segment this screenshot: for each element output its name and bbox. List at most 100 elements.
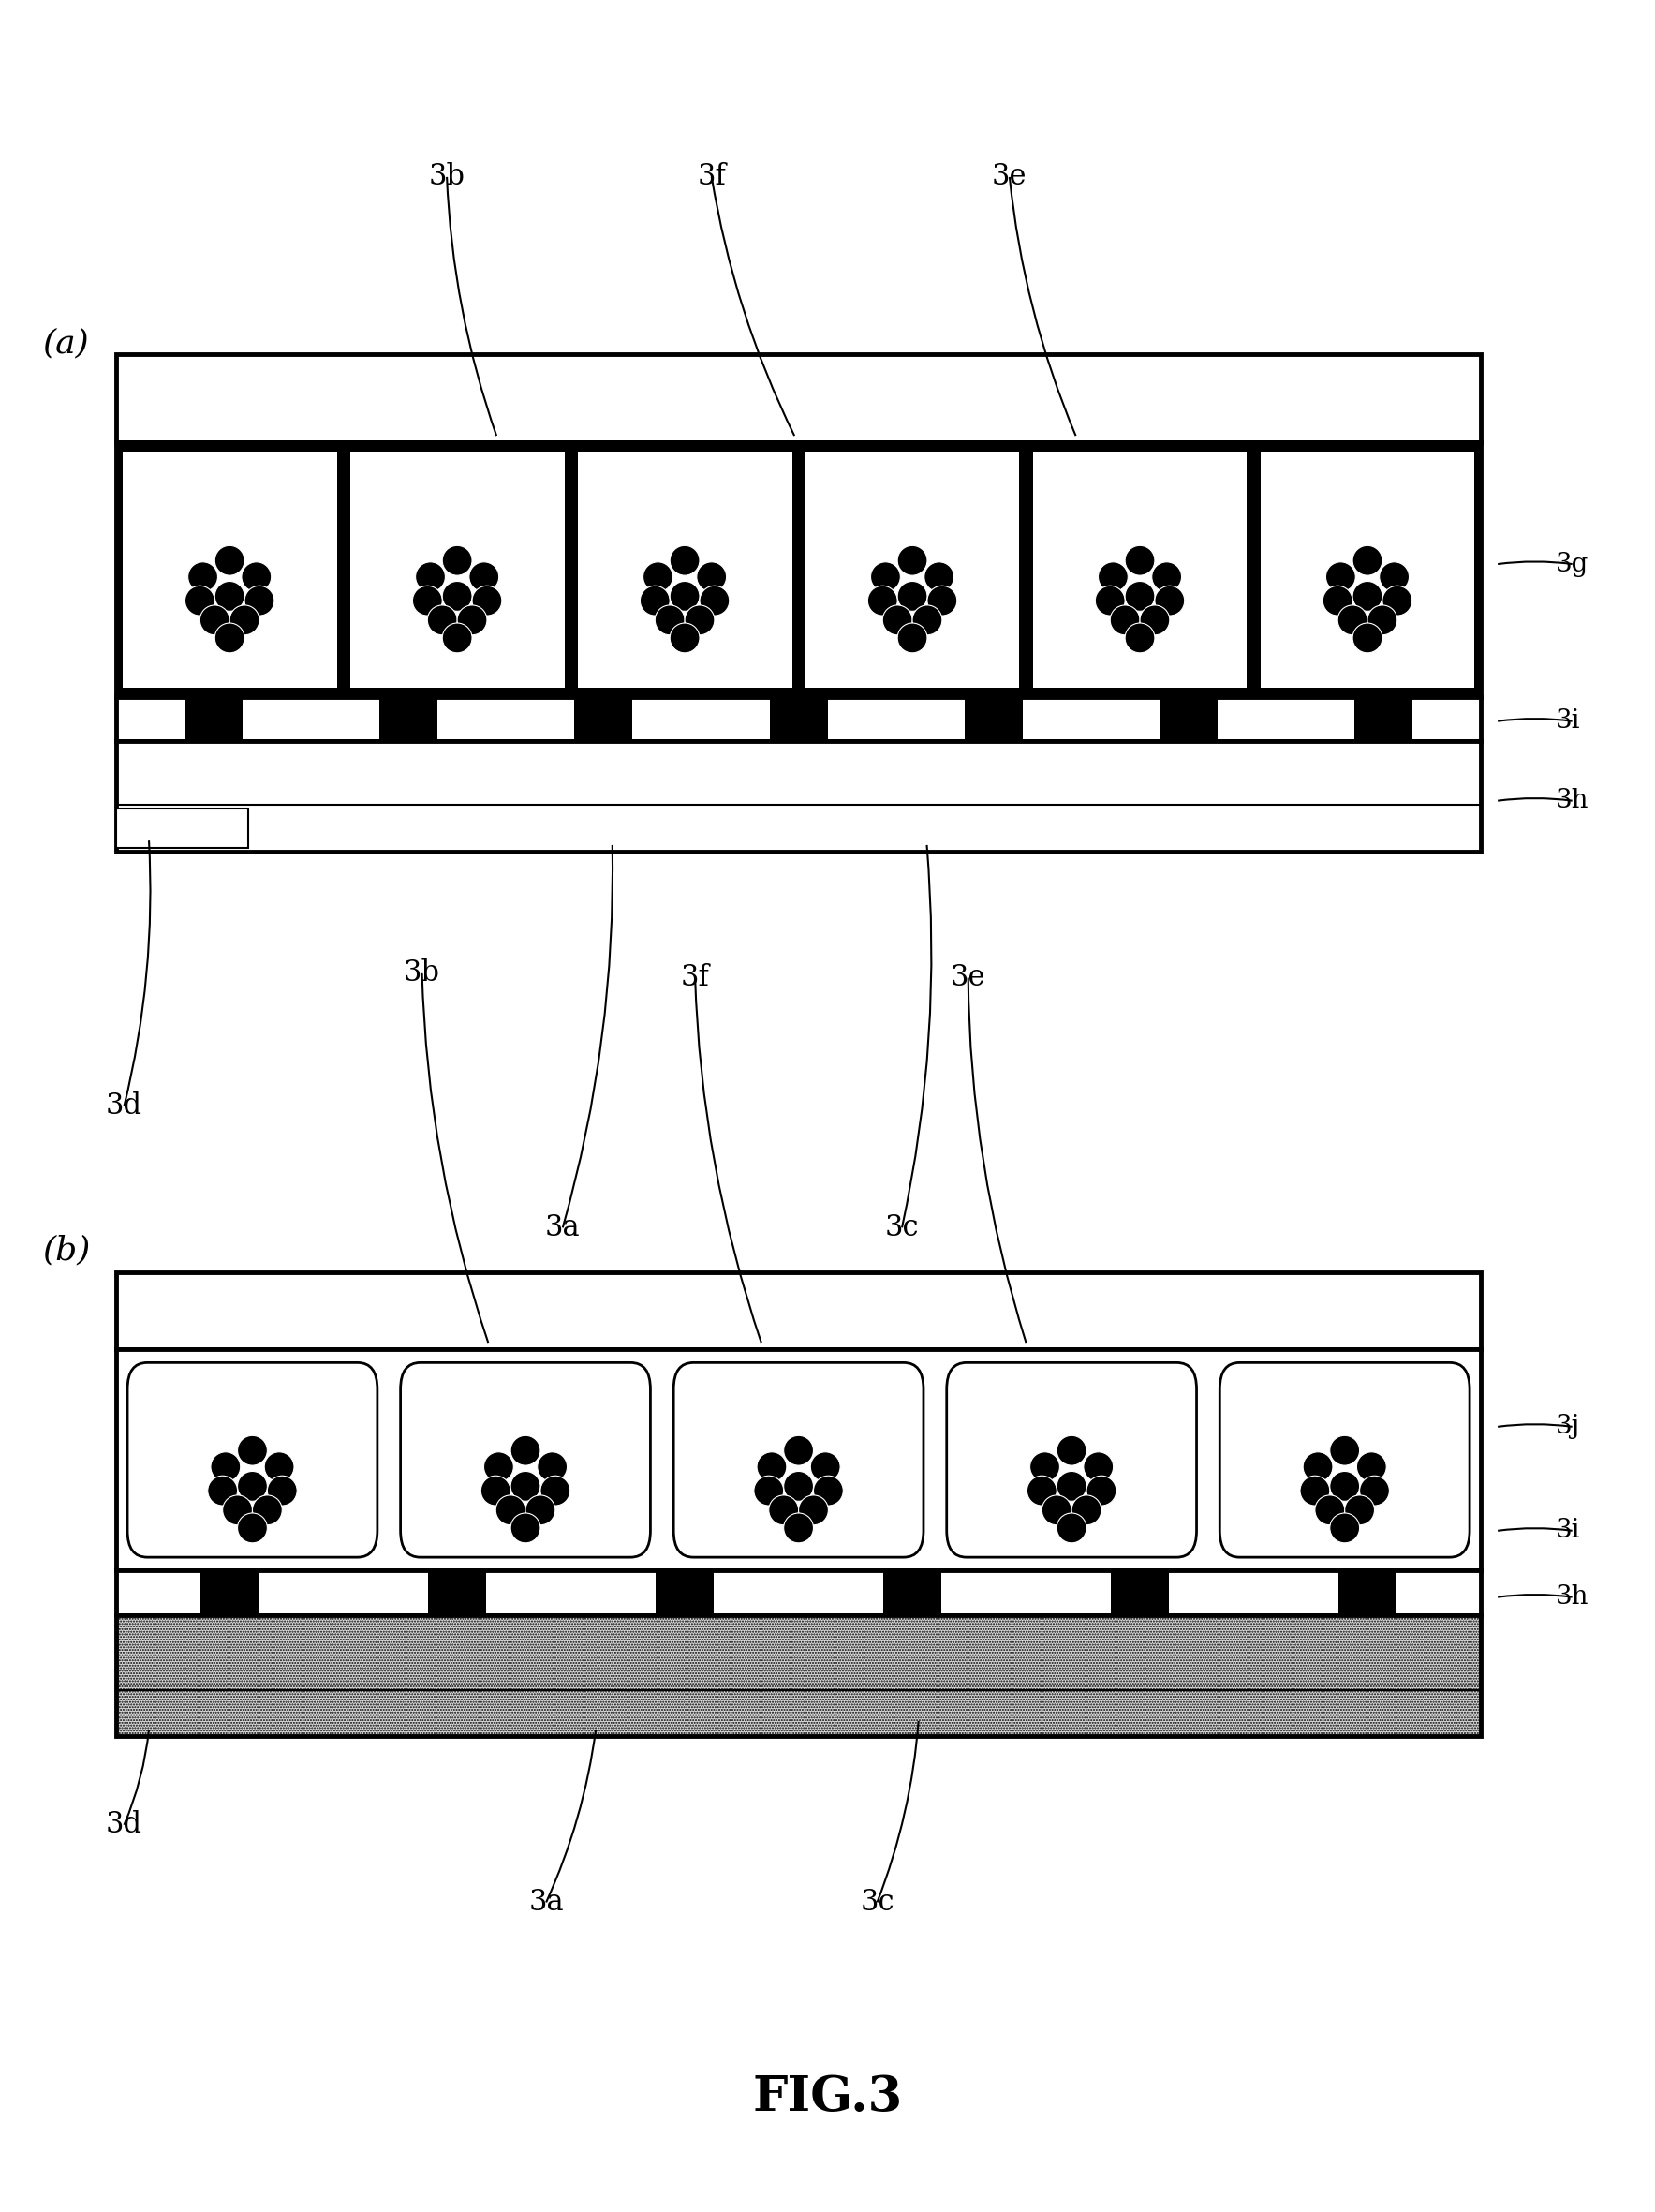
Text: 3g: 3g bbox=[1556, 551, 1589, 577]
Ellipse shape bbox=[215, 582, 245, 611]
Ellipse shape bbox=[923, 562, 953, 593]
FancyBboxPatch shape bbox=[674, 1363, 923, 1557]
Ellipse shape bbox=[510, 1513, 540, 1544]
Bar bbox=[965, 697, 1023, 741]
Ellipse shape bbox=[1326, 562, 1355, 593]
FancyBboxPatch shape bbox=[401, 1363, 650, 1557]
Ellipse shape bbox=[510, 1436, 540, 1464]
Text: 3h: 3h bbox=[1556, 787, 1589, 814]
Ellipse shape bbox=[1056, 1471, 1086, 1502]
Text: 3d: 3d bbox=[106, 1809, 142, 1840]
Ellipse shape bbox=[238, 1513, 268, 1544]
Ellipse shape bbox=[480, 1475, 510, 1506]
Ellipse shape bbox=[1056, 1436, 1086, 1464]
Bar bbox=[116, 741, 1481, 852]
Ellipse shape bbox=[867, 586, 897, 615]
Text: 3e: 3e bbox=[991, 161, 1028, 192]
Ellipse shape bbox=[215, 624, 245, 653]
Ellipse shape bbox=[670, 624, 700, 653]
Bar bbox=[804, 451, 1019, 688]
FancyBboxPatch shape bbox=[1220, 1363, 1470, 1557]
Bar bbox=[116, 1615, 1481, 1736]
Ellipse shape bbox=[1352, 546, 1382, 575]
Ellipse shape bbox=[798, 1495, 828, 1524]
Bar bbox=[116, 810, 248, 847]
Text: 3d: 3d bbox=[106, 1091, 142, 1121]
Ellipse shape bbox=[1344, 1495, 1374, 1524]
Text: 3a: 3a bbox=[544, 1212, 581, 1243]
Text: 3i: 3i bbox=[1556, 708, 1581, 734]
Ellipse shape bbox=[472, 586, 501, 615]
Bar bbox=[379, 697, 437, 741]
Ellipse shape bbox=[209, 1475, 238, 1506]
Ellipse shape bbox=[1322, 586, 1352, 615]
Ellipse shape bbox=[1029, 1451, 1059, 1482]
Ellipse shape bbox=[1352, 582, 1382, 611]
Ellipse shape bbox=[510, 1471, 540, 1502]
Bar bbox=[655, 1571, 713, 1615]
Ellipse shape bbox=[640, 586, 670, 615]
Bar bbox=[1339, 1571, 1397, 1615]
Ellipse shape bbox=[753, 1475, 783, 1506]
Ellipse shape bbox=[783, 1471, 813, 1502]
Bar bbox=[429, 1571, 487, 1615]
Ellipse shape bbox=[245, 586, 275, 615]
Bar bbox=[116, 697, 1481, 741]
Ellipse shape bbox=[185, 586, 215, 615]
Bar bbox=[200, 1571, 258, 1615]
Ellipse shape bbox=[189, 562, 218, 593]
Ellipse shape bbox=[912, 606, 942, 635]
Ellipse shape bbox=[238, 1471, 268, 1502]
Ellipse shape bbox=[897, 546, 927, 575]
Text: 3e: 3e bbox=[950, 962, 986, 993]
Ellipse shape bbox=[540, 1475, 569, 1506]
Text: 3h: 3h bbox=[1556, 1584, 1589, 1610]
Ellipse shape bbox=[200, 606, 230, 635]
Ellipse shape bbox=[813, 1475, 842, 1506]
Ellipse shape bbox=[538, 1451, 568, 1482]
Ellipse shape bbox=[1331, 1471, 1360, 1502]
Ellipse shape bbox=[783, 1436, 813, 1464]
Bar bbox=[1033, 451, 1246, 688]
Ellipse shape bbox=[1125, 624, 1155, 653]
Ellipse shape bbox=[442, 546, 472, 575]
Bar bbox=[116, 1571, 1481, 1615]
Ellipse shape bbox=[1155, 586, 1185, 615]
Ellipse shape bbox=[1302, 1451, 1332, 1482]
Ellipse shape bbox=[483, 1451, 513, 1482]
Ellipse shape bbox=[1086, 1475, 1115, 1506]
Ellipse shape bbox=[670, 582, 700, 611]
Ellipse shape bbox=[1084, 1451, 1114, 1482]
Ellipse shape bbox=[215, 546, 245, 575]
Ellipse shape bbox=[495, 1495, 525, 1524]
Ellipse shape bbox=[1352, 624, 1382, 653]
Bar bbox=[184, 697, 242, 741]
Ellipse shape bbox=[415, 562, 445, 593]
Ellipse shape bbox=[697, 562, 727, 593]
Ellipse shape bbox=[242, 562, 271, 593]
Ellipse shape bbox=[252, 1495, 281, 1524]
Ellipse shape bbox=[1125, 582, 1155, 611]
Ellipse shape bbox=[1096, 586, 1125, 615]
Ellipse shape bbox=[783, 1513, 813, 1544]
Ellipse shape bbox=[670, 546, 700, 575]
Ellipse shape bbox=[685, 606, 715, 635]
Ellipse shape bbox=[811, 1451, 841, 1482]
Ellipse shape bbox=[1360, 1475, 1390, 1506]
Ellipse shape bbox=[1099, 562, 1129, 593]
Bar bbox=[116, 1349, 1481, 1571]
Bar bbox=[1111, 1571, 1168, 1615]
Ellipse shape bbox=[210, 1451, 240, 1482]
Ellipse shape bbox=[897, 624, 927, 653]
Text: FIG.3: FIG.3 bbox=[753, 2073, 902, 2121]
Ellipse shape bbox=[655, 606, 685, 635]
Ellipse shape bbox=[1314, 1495, 1344, 1524]
Ellipse shape bbox=[265, 1451, 295, 1482]
Ellipse shape bbox=[1337, 606, 1367, 635]
Ellipse shape bbox=[457, 606, 487, 635]
FancyBboxPatch shape bbox=[127, 1363, 377, 1557]
Text: 3c: 3c bbox=[861, 1887, 894, 1918]
Text: 3j: 3j bbox=[1556, 1413, 1581, 1440]
Bar bbox=[884, 1571, 942, 1615]
Text: 3b: 3b bbox=[429, 161, 465, 192]
